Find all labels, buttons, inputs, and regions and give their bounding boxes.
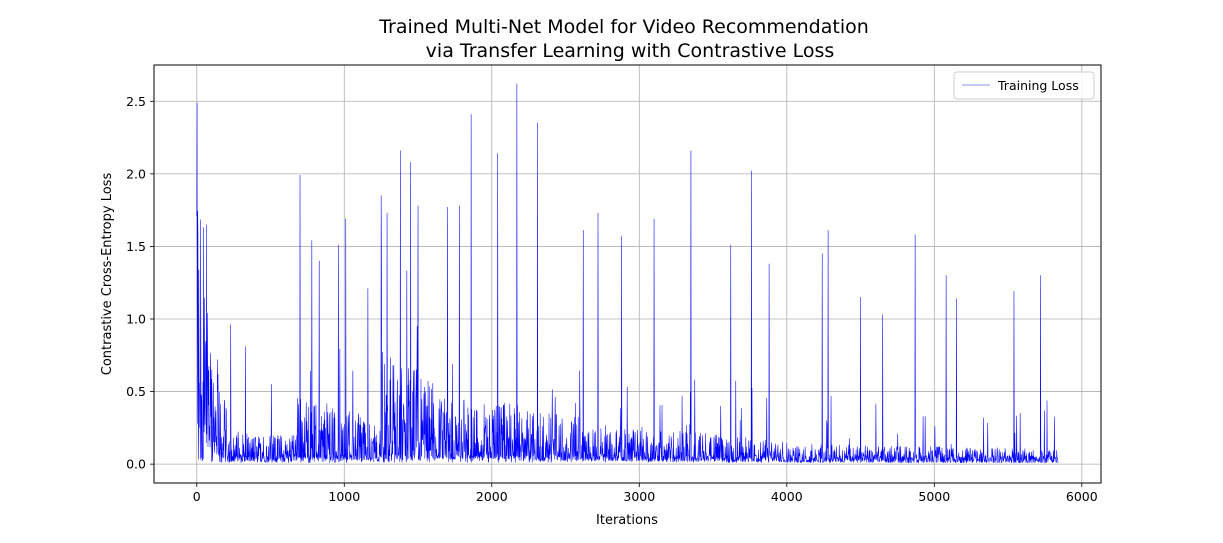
x-tick-label: 4000 bbox=[771, 489, 803, 504]
y-tick-label: 1.0 bbox=[126, 311, 146, 326]
legend: Training Loss bbox=[953, 71, 1095, 100]
y-tick-label: 2.0 bbox=[126, 166, 146, 181]
y-tick-label: 0.0 bbox=[126, 457, 146, 472]
x-tick-label: 2000 bbox=[476, 489, 508, 504]
x-tick-label: 6000 bbox=[1066, 489, 1098, 504]
y-tick-label: 0.5 bbox=[126, 384, 146, 399]
y-axis: 0.0 0.5 1.0 1.5 2.0 2.5 bbox=[126, 94, 154, 472]
x-tick-label: 1000 bbox=[328, 489, 360, 504]
plot-frame bbox=[153, 64, 1102, 484]
x-tick-label: 5000 bbox=[918, 489, 950, 504]
x-tick-label: 3000 bbox=[623, 489, 655, 504]
y-tick-label: 2.5 bbox=[126, 94, 146, 109]
legend-label-training-loss: Training Loss bbox=[997, 78, 1079, 93]
chart-title-line1: Trained Multi-Net Model for Video Recomm… bbox=[378, 16, 869, 38]
x-axis: 0 1000 2000 3000 4000 5000 6000 bbox=[193, 483, 1098, 504]
y-axis-label: Contrastive Cross-Entropy Loss bbox=[100, 173, 115, 376]
plot-area bbox=[196, 83, 1059, 464]
x-axis-label: Iterations bbox=[596, 513, 658, 528]
series-line-training-loss bbox=[196, 83, 1059, 464]
chart-title-line2: via Transfer Learning with Contrastive L… bbox=[426, 40, 835, 62]
x-tick-label: 0 bbox=[193, 489, 201, 504]
y-tick-label: 1.5 bbox=[126, 239, 146, 254]
legend-box bbox=[953, 71, 1095, 100]
